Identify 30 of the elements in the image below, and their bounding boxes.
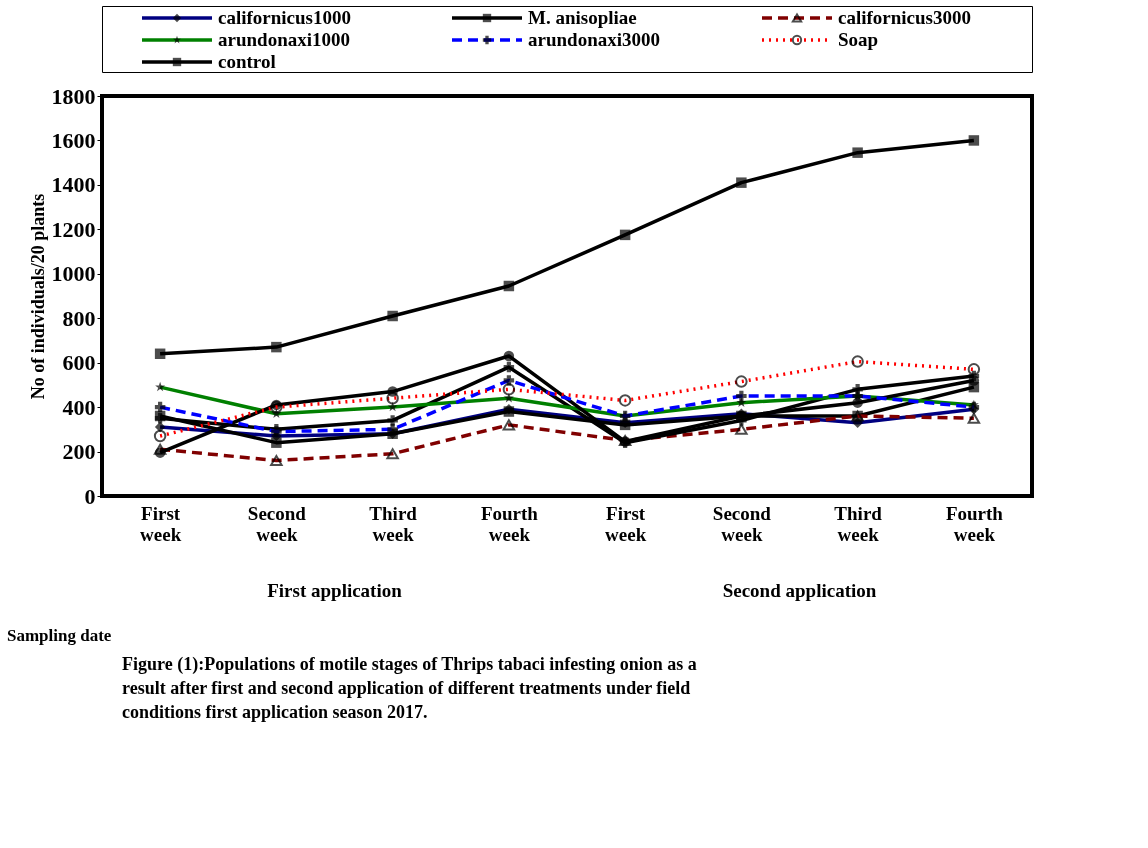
x-tick-label: Fourth week [480, 502, 539, 545]
legend-label: arundonaxi3000 [528, 29, 660, 50]
x-tick-label: Second week [712, 502, 772, 545]
x-tick-label: Second week [247, 502, 307, 545]
text: Figure (1):Populations of motile stages of Thrips tabaci infesting onion as a result after first and second application of different treatments under field conditions first application season 2017. [122, 654, 697, 722]
legend-label: arundonaxi1000 [218, 29, 350, 50]
y-tick-label: 1400 [51, 172, 96, 198]
y-tick-label: 1800 [51, 83, 96, 109]
text: Sampling date [7, 626, 112, 645]
y-tick-label: 1200 [51, 216, 96, 242]
x-tick-label: First week [140, 502, 182, 545]
y-tick-label: 200 [62, 439, 96, 465]
x-tick-label: First week [605, 502, 647, 545]
y-tick-label: 400 [62, 394, 96, 420]
y-tick-label: 1600 [51, 127, 96, 153]
text: First application [267, 580, 403, 601]
y-axis-title: No of individuals/20 plants [27, 193, 48, 400]
legend-label: M. anisopliae [528, 7, 637, 28]
legend-label: californicus1000 [218, 7, 351, 28]
text: Second application [722, 580, 877, 601]
x-tick-label: Third week [834, 502, 883, 545]
y-tick-label: 0 [84, 483, 96, 509]
legend-label: Soap [838, 29, 879, 50]
x-tick-label: Fourth week [945, 502, 1004, 545]
y-tick-label: 1000 [51, 261, 96, 287]
legend-label: californicus3000 [838, 7, 971, 28]
x-tick-label: Third week [369, 502, 418, 545]
y-tick-label: 800 [62, 305, 96, 331]
y-tick-label: 600 [62, 350, 96, 376]
legend-label: control [218, 51, 276, 72]
